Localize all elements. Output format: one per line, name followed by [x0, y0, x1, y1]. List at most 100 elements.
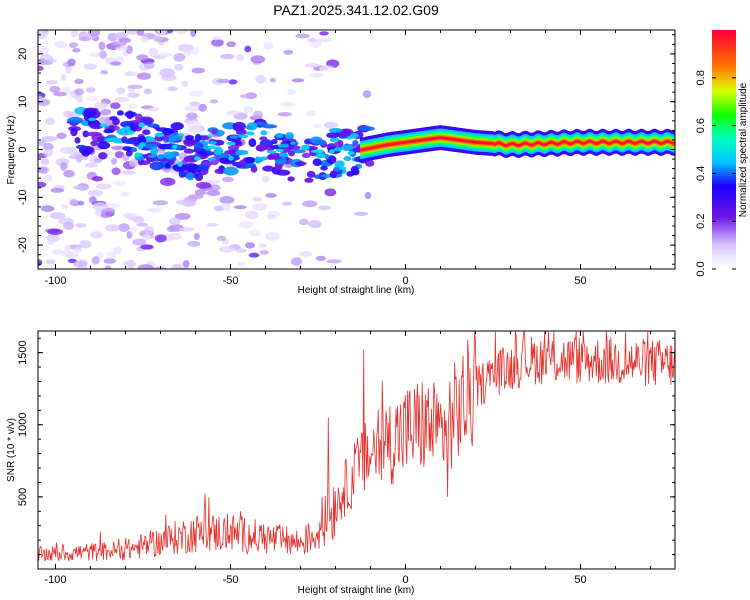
noise-cell — [99, 50, 107, 60]
ridge-cell — [149, 161, 164, 171]
colorbar-cell — [712, 147, 736, 151]
noise-cell — [173, 64, 184, 71]
noise-cell — [92, 202, 108, 211]
ridge-cell — [275, 169, 291, 176]
colorbar-cell — [712, 225, 736, 228]
colorbar-cell — [712, 111, 736, 115]
noise-cell — [319, 65, 335, 73]
noise-cell — [126, 231, 133, 239]
colorbar-cell — [712, 115, 736, 119]
noise-cell — [67, 58, 76, 67]
ridge-cell — [244, 156, 256, 164]
colorbar-cell — [712, 37, 736, 41]
ridge-peak — [226, 141, 236, 145]
noise-cell — [38, 259, 43, 266]
colorbar-cell — [712, 35, 736, 39]
noise-cell — [60, 74, 67, 81]
noise-cell — [50, 188, 65, 193]
colorbar-cell — [712, 121, 736, 125]
ridge-cell — [326, 132, 340, 139]
colorbar-cell — [712, 107, 736, 111]
noise-cell — [298, 218, 309, 226]
colorbar-cell — [712, 191, 736, 194]
ridge-cell — [183, 148, 194, 154]
noise-cell — [323, 121, 339, 129]
ridge-cell — [232, 125, 242, 132]
noise-cell — [174, 213, 191, 220]
noise-cell — [114, 151, 125, 159]
y-tick-label: 20 — [17, 48, 29, 60]
ridge-peak — [215, 150, 222, 155]
noise-cell — [181, 80, 189, 87]
noise-cell — [106, 251, 117, 260]
noise-cell — [63, 169, 75, 178]
noise-cell — [259, 250, 269, 255]
noise-cell — [60, 203, 68, 210]
noise-cell — [238, 221, 254, 229]
ridge-cell — [98, 152, 108, 160]
ridge-cell — [328, 128, 343, 133]
ridge-peak — [266, 150, 277, 154]
noise-cell — [319, 31, 329, 36]
noise-cell — [137, 264, 154, 269]
ridge-cell — [184, 134, 195, 141]
noise-cell — [184, 105, 201, 112]
ridge-peak — [228, 155, 234, 161]
noise-cell — [251, 202, 268, 211]
noise-cell — [245, 210, 259, 220]
noise-cell — [364, 191, 372, 200]
noise-cell — [175, 199, 191, 205]
ridge-cell — [234, 149, 249, 156]
noise-cell — [73, 260, 88, 268]
noise-cell — [236, 54, 245, 62]
colorbar-cell — [712, 87, 736, 91]
ridge-cell — [84, 107, 99, 112]
ridge-cell — [270, 138, 278, 145]
noise-cell — [118, 223, 130, 232]
ridge-cell — [150, 146, 159, 156]
colorbar-cell — [712, 143, 736, 147]
noise-cell — [226, 41, 237, 48]
ridge-cell — [328, 156, 337, 163]
ridge-cell — [312, 158, 322, 167]
ridge-peak — [276, 148, 284, 153]
noise-cell — [248, 252, 260, 258]
ridge-cell — [82, 130, 90, 138]
coherent-line-band — [360, 136, 675, 152]
ridge-peak — [134, 152, 141, 158]
noise-cell — [43, 174, 53, 182]
noise-cell — [237, 261, 246, 267]
colorbar-cell — [712, 185, 736, 188]
ridge-cell — [194, 133, 202, 143]
ridge-cell — [218, 157, 229, 164]
ridge-peak — [147, 154, 157, 158]
ridge-peak — [333, 147, 343, 152]
y-tick-label: 0 — [17, 146, 29, 152]
ridge-peak — [208, 140, 217, 145]
noise-cell — [98, 41, 106, 51]
ridge-peak — [124, 126, 131, 131]
noise-cell — [189, 101, 201, 107]
ridge-cell — [126, 110, 134, 119]
x-axis-label: Height of straight line (km) — [298, 285, 415, 296]
noise-cell — [235, 248, 248, 253]
noise-cell — [143, 62, 155, 70]
ridge-cell — [223, 166, 239, 176]
ridge-cell — [163, 151, 175, 159]
colorbar-cell — [712, 73, 736, 77]
ridge-cell — [86, 131, 102, 137]
noise-cell — [152, 200, 168, 206]
noise-cell — [56, 132, 67, 140]
ridge-cell — [184, 163, 199, 171]
ridge-cell — [268, 152, 283, 160]
noise-cell — [38, 60, 52, 66]
ridge-cell — [194, 172, 204, 182]
x-axis-label: Height of straight line (km) — [298, 585, 415, 596]
colorbar-cell — [712, 157, 736, 161]
noise-cell — [194, 189, 207, 196]
colorbar-cell — [712, 197, 736, 200]
colorbar-cell — [712, 153, 736, 157]
colorbar-cell — [712, 127, 736, 131]
colorbar: 0.0 0.2 0.4 0.6 0.8 Normalized spectral ampli… — [695, 30, 749, 277]
colorbar-cell — [712, 41, 736, 45]
